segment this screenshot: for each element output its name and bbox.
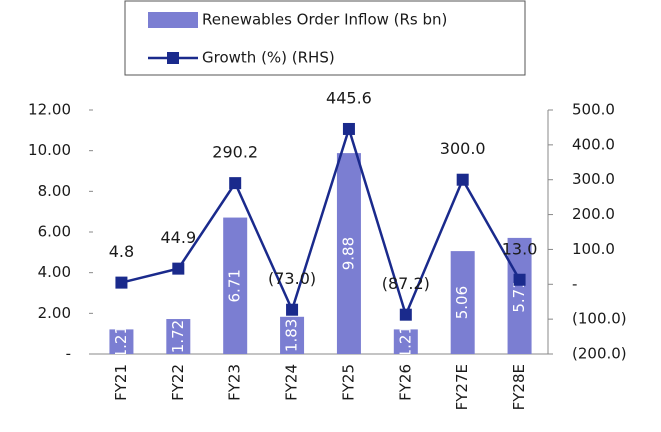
- y-tick-label: -: [66, 345, 71, 363]
- marker: [456, 173, 469, 186]
- x-tick-label: FY28E: [510, 364, 528, 410]
- point-label: 300.0: [440, 139, 486, 158]
- marker: [513, 273, 526, 286]
- x-tick-label: FY26: [396, 364, 414, 401]
- y2-tick-label: 100.0: [572, 240, 615, 258]
- bar-label: 1.21: [112, 325, 130, 358]
- bar-label: 1.72: [169, 320, 187, 353]
- bar: [280, 316, 305, 354]
- x-tick-label: FY23: [226, 364, 244, 401]
- legend-box: [124, 0, 526, 76]
- bar-label-clip: 1.21: [112, 325, 130, 358]
- y2-tick-label: 400.0: [572, 135, 615, 153]
- point-label: (87.2): [382, 274, 430, 293]
- y-tick-label: 8.00: [38, 182, 71, 200]
- bar-label: 9.88: [339, 237, 357, 270]
- y-tick-label: 2.00: [38, 304, 71, 322]
- y2-tick-label: 200.0: [572, 205, 615, 223]
- bar-label-clip: 1.72: [169, 320, 187, 353]
- x-tick-label: FY25: [339, 364, 357, 401]
- x-tick-label: FY24: [283, 364, 301, 401]
- bar-label-clip: 5.71: [510, 279, 528, 312]
- legend-label: Renewables Order Inflow (Rs bn): [202, 11, 447, 29]
- bar-label-clip: 6.71: [226, 269, 244, 302]
- y2-tick-label: (100.0): [572, 310, 627, 328]
- point-label: 445.6: [326, 88, 372, 107]
- y2-tick-label: 500.0: [572, 101, 615, 119]
- marker: [172, 262, 185, 275]
- legend-swatch: [148, 12, 198, 28]
- bar-label: 5.06: [453, 286, 471, 319]
- y-tick-label: 6.00: [38, 223, 71, 241]
- bar: [450, 251, 475, 354]
- bar: [507, 237, 532, 354]
- bar: [223, 217, 248, 354]
- point-label: (73.0): [268, 269, 316, 288]
- line: [121, 124, 521, 319]
- bar-label-clip: 1.83: [283, 319, 301, 352]
- bar-label: 6.71: [226, 269, 244, 302]
- marker: [399, 308, 412, 321]
- bar: [393, 329, 418, 354]
- marker: [342, 122, 355, 135]
- point-label: 44.9: [161, 228, 197, 247]
- bar: [166, 319, 191, 354]
- marker: [286, 303, 299, 316]
- bar: [336, 153, 361, 354]
- bar-label-clip: 5.06: [453, 286, 471, 319]
- x-tick-label: FY21: [112, 364, 130, 401]
- bar-label: 1.21: [396, 325, 414, 358]
- point-label: 4.8: [109, 242, 134, 261]
- bar: [109, 329, 134, 354]
- point-label: 13.0: [502, 239, 538, 258]
- x-tick-label: FY22: [169, 364, 187, 401]
- y2-tick-label: (200.0): [572, 345, 627, 363]
- legend-marker: [167, 52, 179, 64]
- marker: [115, 276, 128, 289]
- marker: [229, 177, 242, 190]
- x-tick-label: FY27E: [453, 364, 471, 410]
- bar-label-clip: 9.88: [339, 237, 357, 270]
- bar-label: 1.83: [283, 319, 301, 352]
- bar-label: 5.71: [510, 279, 528, 312]
- y-tick-label: 12.00: [28, 101, 71, 119]
- y2-tick-label: 300.0: [572, 170, 615, 188]
- bar-label-clip: 1.21: [396, 325, 414, 358]
- y-tick-label: 10.00: [28, 141, 71, 159]
- point-label: 290.2: [212, 143, 258, 162]
- y2-tick-label: -: [572, 275, 577, 293]
- y-tick-label: 4.00: [38, 263, 71, 281]
- legend-label: Growth (%) (RHS): [202, 49, 335, 67]
